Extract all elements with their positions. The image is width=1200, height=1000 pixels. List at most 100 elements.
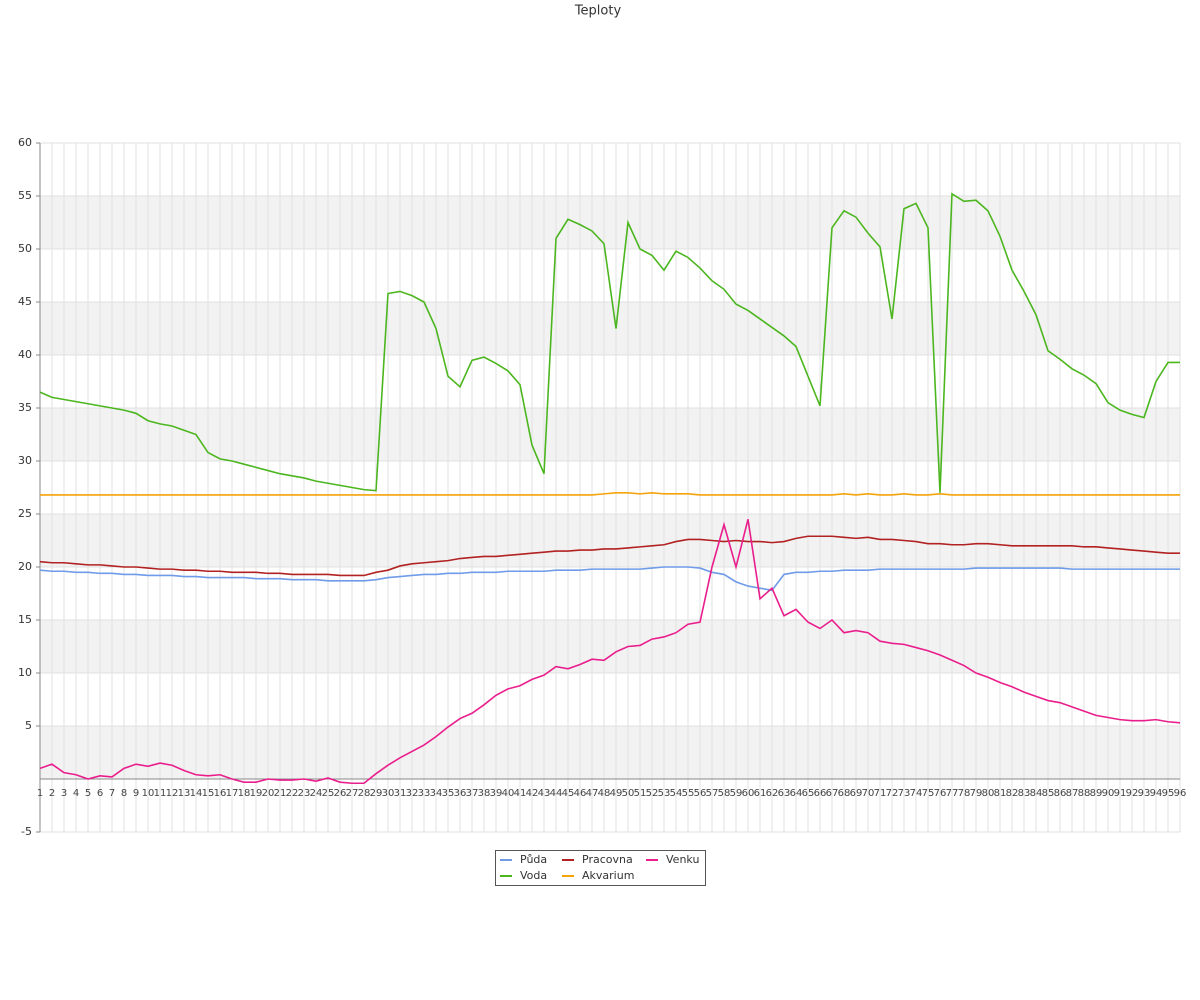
grid-band	[40, 196, 1180, 249]
x-tick-label: 23	[298, 788, 311, 799]
y-tick-label: 30	[18, 454, 32, 467]
x-tick-label: 25	[322, 788, 335, 799]
x-tick-label: 29	[370, 788, 383, 799]
x-tick-label: 68	[838, 788, 851, 799]
grid-band	[40, 408, 1180, 461]
x-tick-label: 89	[1090, 788, 1103, 799]
x-tick-label: 65	[802, 788, 815, 799]
x-tick-label: 77	[946, 788, 959, 799]
legend-label: Akvarium	[582, 869, 634, 882]
x-tick-label: 13	[178, 788, 191, 799]
x-tick-label: 14	[190, 788, 203, 799]
x-tick-label: 93	[1138, 788, 1151, 799]
x-tick-label: 53	[658, 788, 671, 799]
legend-label: Venku	[666, 853, 699, 866]
x-tick-label: 30	[382, 788, 395, 799]
x-tick-label: 80	[982, 788, 995, 799]
x-tick-label: 79	[970, 788, 983, 799]
y-tick-label: 55	[18, 189, 32, 202]
x-tick-label: 48	[598, 788, 611, 799]
x-tick-label: 2	[49, 788, 55, 799]
grid-band	[40, 302, 1180, 355]
x-tick-label: 26	[334, 788, 347, 799]
x-tick-label: 1	[37, 788, 43, 799]
x-tick-label: 82	[1006, 788, 1019, 799]
y-tick-label: -5	[21, 825, 32, 838]
x-tick-label: 58	[718, 788, 731, 799]
x-tick-label: 43	[538, 788, 551, 799]
grid-band	[40, 620, 1180, 673]
x-tick-label: 34	[430, 788, 443, 799]
x-tick-label: 67	[826, 788, 839, 799]
x-tick-label: 37	[466, 788, 479, 799]
x-tick-label: 33	[418, 788, 431, 799]
x-tick-label: 38	[478, 788, 491, 799]
x-tick-label: 63	[778, 788, 791, 799]
x-tick-label: 6	[97, 788, 103, 799]
x-tick-label: 69	[850, 788, 863, 799]
chart-title: Teploty	[574, 4, 622, 19]
x-tick-label: 22	[286, 788, 299, 799]
x-tick-label: 81	[994, 788, 1007, 799]
y-tick-label: 20	[18, 560, 32, 573]
x-tick-label: 78	[958, 788, 971, 799]
x-tick-label: 24	[310, 788, 323, 799]
y-tick-label: 25	[18, 507, 32, 520]
x-tick-label: 20	[262, 788, 275, 799]
y-tick-label: 60	[18, 136, 32, 149]
x-tick-label: 27	[346, 788, 359, 799]
y-tick-label: 40	[18, 348, 32, 361]
x-tick-label: 90	[1102, 788, 1115, 799]
x-tick-label: 75	[922, 788, 935, 799]
y-tick-label: 35	[18, 401, 32, 414]
x-tick-label: 59	[730, 788, 743, 799]
x-tick-label: 72	[886, 788, 899, 799]
x-tick-label: 28	[358, 788, 371, 799]
x-tick-label: 91	[1114, 788, 1127, 799]
x-tick-label: 10	[142, 788, 155, 799]
x-tick-label: 31	[394, 788, 407, 799]
series-line	[40, 491, 1180, 496]
x-tick-label: 45	[562, 788, 575, 799]
y-tick-label: 5	[25, 719, 32, 732]
x-tick-label: 56	[694, 788, 707, 799]
x-tick-label: 73	[898, 788, 911, 799]
x-tick-label: 64	[790, 788, 803, 799]
x-tick-label: 35	[442, 788, 455, 799]
series-line	[39, 519, 1181, 785]
x-tick-label: 88	[1078, 788, 1091, 799]
x-tick-label: 94	[1150, 788, 1163, 799]
x-tick-label: 95	[1162, 788, 1175, 799]
grid-band	[40, 726, 1180, 779]
x-tick-label: 44	[550, 788, 563, 799]
x-tick-label: 15	[202, 788, 215, 799]
x-tick-label: 96	[1174, 788, 1187, 799]
x-tick-label: 87	[1066, 788, 1079, 799]
y-tick-label: 10	[18, 666, 32, 679]
y-tick-label: 15	[18, 613, 32, 626]
x-tick-label: 8	[121, 788, 127, 799]
x-tick-label: 7	[109, 788, 115, 799]
x-tick-label: 47	[586, 788, 599, 799]
x-tick-label: 83	[1018, 788, 1031, 799]
x-tick-label: 46	[574, 788, 587, 799]
x-tick-label: 39	[490, 788, 503, 799]
x-tick-label: 62	[766, 788, 779, 799]
x-tick-label: 76	[934, 788, 947, 799]
x-tick-label: 70	[862, 788, 875, 799]
x-tick-label: 32	[406, 788, 419, 799]
x-tick-label: 41	[514, 788, 527, 799]
y-tick-label: 45	[18, 295, 32, 308]
series-line	[39, 566, 1180, 592]
legend: Půda Pracovna Venku Voda Akvarium	[495, 850, 706, 886]
x-tick-label: 84	[1030, 788, 1043, 799]
legend-label: Pracovna	[582, 853, 633, 866]
x-tick-label: 55	[682, 788, 695, 799]
x-tick-label: 42	[526, 788, 539, 799]
x-tick-label: 9	[133, 788, 139, 799]
x-tick-label: 51	[634, 788, 647, 799]
x-tick-label: 18	[238, 788, 251, 799]
x-tick-label: 50	[622, 788, 635, 799]
series-line	[39, 535, 1180, 577]
x-tick-label: 74	[910, 788, 923, 799]
